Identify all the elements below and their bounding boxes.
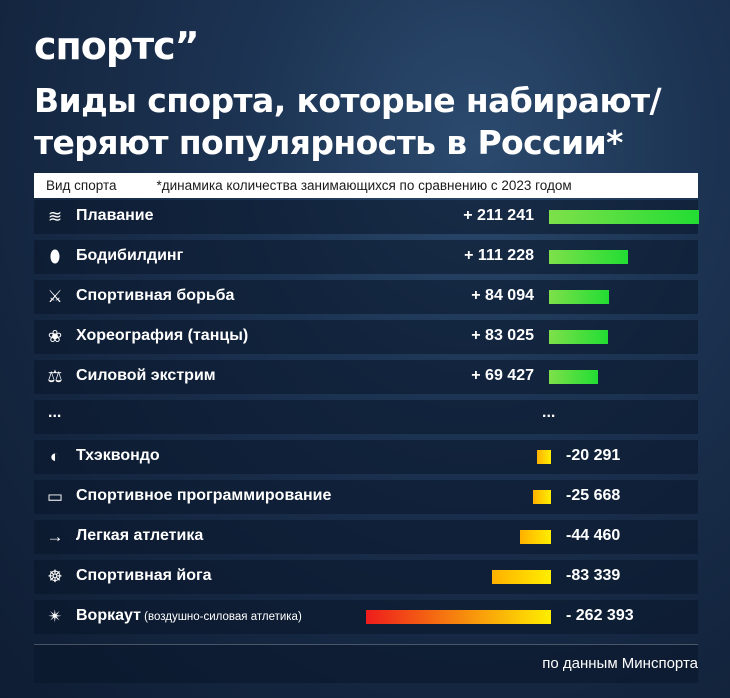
header-sport-label: Вид спорта <box>46 178 117 193</box>
positive-bar <box>549 210 699 224</box>
category-label: Легкая атлетика <box>76 527 203 545</box>
dancer-icon: ❀ <box>47 327 63 346</box>
chart-row: ≋ Плавание + 211 241 <box>34 200 699 234</box>
negative-bar <box>366 610 551 624</box>
chart-row: ⬮ Бодибилдинг + 111 228 <box>34 240 698 274</box>
negative-bar <box>492 570 551 584</box>
value-label: -44 460 <box>566 527 621 544</box>
category-label: Бодибилдинг <box>76 247 183 265</box>
runner-icon: → <box>46 527 64 546</box>
category-name: Силовой экстрим <box>76 367 216 384</box>
positive-bar <box>549 250 628 264</box>
header-dynamics-note: *динамика количества занимающихся по сра… <box>156 178 572 193</box>
category-label: Хореография (танцы) <box>76 327 248 345</box>
value-label: -83 339 <box>566 567 621 584</box>
category-name: Спортивная борьба <box>76 287 235 304</box>
category-label: Спортивная йога <box>76 567 212 585</box>
chart-row: ❀ Хореография (танцы) + 83 025 <box>34 320 698 354</box>
taekwondo-icon: ◐ <box>49 447 61 466</box>
footer: по данным Минспорта <box>34 644 698 683</box>
wrestlers-icon: ⚔ <box>47 287 63 306</box>
category-name: Спортивная йога <box>76 567 212 584</box>
category-name: Плавание <box>76 207 154 224</box>
ellipsis-right: ... <box>542 404 556 421</box>
negative-bar <box>533 490 551 504</box>
category-name: Спортивное программирование <box>76 487 332 504</box>
chart-row: ▭ Спортивное программирование -25 668 <box>34 480 698 514</box>
value-label: + 69 427 <box>471 367 534 384</box>
chart-row: → Легкая атлетика -44 460 <box>34 520 698 554</box>
category-label: Спортивная борьба <box>76 287 234 305</box>
value-label: + 83 025 <box>471 327 534 344</box>
negative-bar <box>537 450 551 464</box>
bicep-icon: ⬮ <box>49 247 61 266</box>
value-label: - 262 393 <box>566 607 634 624</box>
workout-icon: ✴ <box>47 607 63 626</box>
ellipsis-left: ... <box>48 404 62 421</box>
brand-logo: спортс” <box>34 24 200 68</box>
positive-bar <box>549 370 598 384</box>
value-label: + 211 241 <box>463 207 534 224</box>
category-label: Спортивное программирование <box>76 487 331 505</box>
chart-row: ◐ Тхэквондо -20 291 <box>34 440 698 474</box>
positive-bar <box>549 330 608 344</box>
source-note: по данным Минспорта <box>542 655 698 672</box>
category-name: Хореография (танцы) <box>76 327 249 344</box>
negative-bar <box>520 530 551 544</box>
category-label: Воркаут (воздушно-силовая атлетика) <box>76 607 302 625</box>
category-label: Силовой экстрим <box>76 367 216 385</box>
chart-row: ✴ Воркаут (воздушно-силовая атлетика) - 26… <box>34 600 698 634</box>
table-header: Вид спорта *динамика количества занимающ… <box>34 173 698 198</box>
value-label: + 111 228 <box>464 247 534 264</box>
chart-title: Виды спорта, которые набирают/ теряют по… <box>34 81 662 162</box>
value-label: + 84 094 <box>471 287 534 304</box>
weightlifter-icon: ⚖ <box>47 367 63 386</box>
chart-row: ⚔ Спортивная борьба + 84 094 <box>34 280 698 314</box>
category-name: Легкая атлетика <box>76 527 204 544</box>
swimmer-icon: ≋ <box>47 207 63 226</box>
value-label: -20 291 <box>566 447 621 464</box>
category-label: Тхэквондо <box>76 447 160 465</box>
ellipsis-row: ...... <box>34 400 698 434</box>
chart-row: ☸ Спортивная йога -83 339 <box>34 560 698 594</box>
value-label: -25 668 <box>566 487 621 504</box>
category-label: Плавание <box>76 207 153 225</box>
category-subtitle: (воздушно-силовая атлетика) <box>140 611 302 623</box>
yoga-icon: ☸ <box>47 567 63 586</box>
category-name: Воркаут <box>76 607 141 624</box>
laptop-icon: ▭ <box>46 487 64 506</box>
chart-row: ⚖ Силовой экстрим + 69 427 <box>34 360 698 394</box>
category-name: Тхэквондо <box>76 447 160 464</box>
category-name: Бодибилдинг <box>76 247 184 264</box>
positive-bar <box>549 290 609 304</box>
